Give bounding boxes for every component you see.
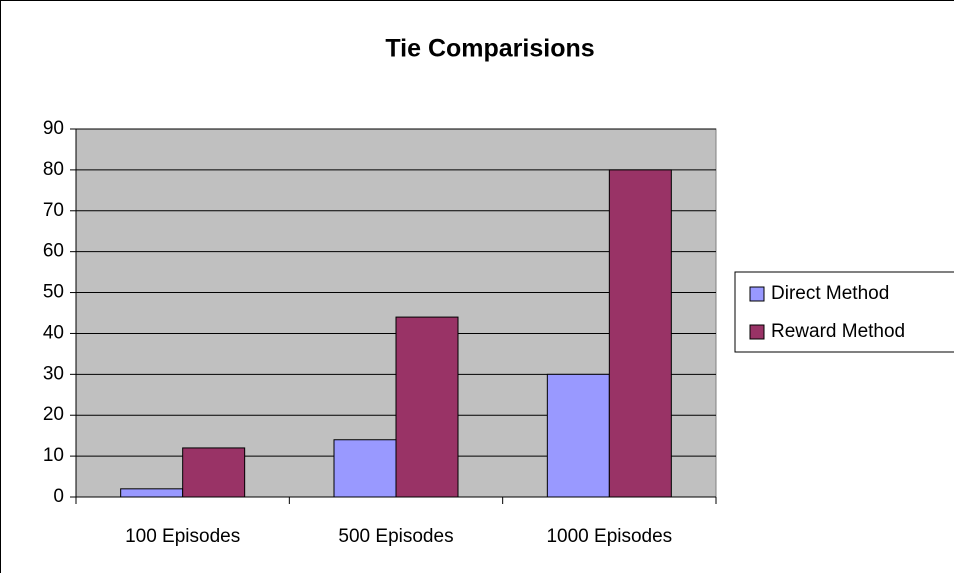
bar <box>395 316 459 498</box>
legend-label: Reward Method <box>771 321 905 342</box>
y-tick-label: 10 <box>43 445 64 466</box>
x-tick-label: 1000 Episodes <box>546 526 672 547</box>
y-tick-label: 90 <box>43 118 64 139</box>
legend-label: Direct Method <box>771 283 889 304</box>
y-tick-label: 40 <box>43 322 64 343</box>
bar <box>546 373 610 498</box>
bar <box>182 447 246 498</box>
bar <box>333 439 397 498</box>
chart-title: Tie Comparisions <box>385 35 594 63</box>
y-tick-label: 30 <box>43 363 64 384</box>
y-tick-label: 0 <box>53 486 64 507</box>
legend-swatch <box>749 286 765 302</box>
y-tick-label: 50 <box>43 282 64 303</box>
x-tick-label: 100 Episodes <box>125 526 240 547</box>
y-tick-label: 60 <box>43 241 64 262</box>
y-tick-label: 20 <box>43 404 64 425</box>
bar <box>120 488 184 498</box>
y-tick-label: 70 <box>43 200 64 221</box>
x-tick-label: 500 Episodes <box>338 526 453 547</box>
legend-box <box>734 271 954 353</box>
bar <box>608 169 672 498</box>
legend-swatch <box>749 324 765 340</box>
y-tick-label: 80 <box>43 159 64 180</box>
